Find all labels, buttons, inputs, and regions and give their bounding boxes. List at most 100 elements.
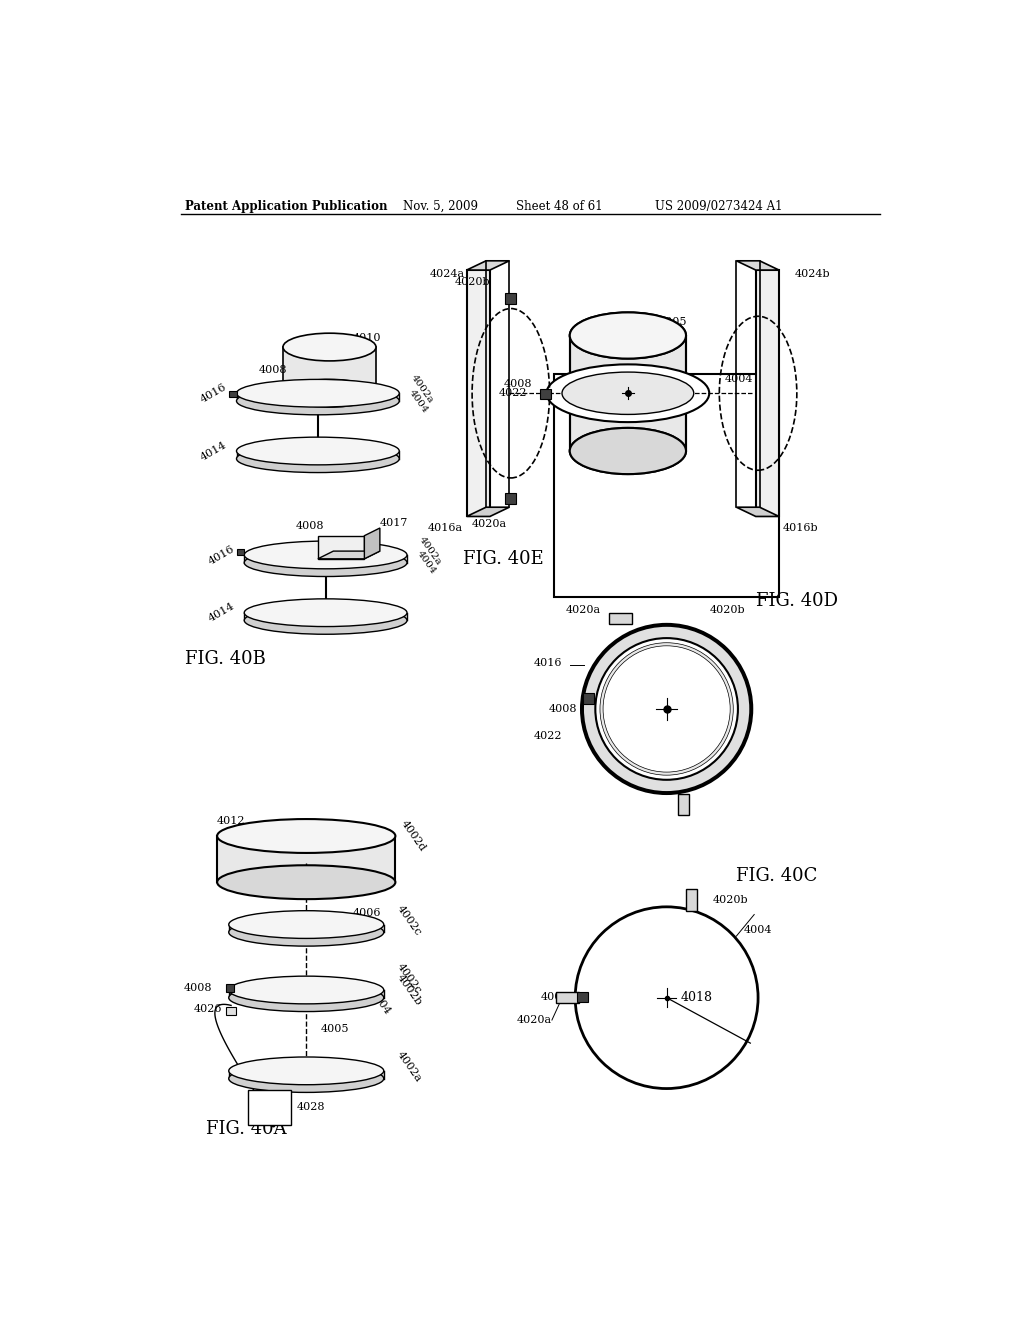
Polygon shape [467,261,509,271]
Polygon shape [237,393,399,401]
Text: 4018: 4018 [682,702,714,715]
Text: 4008: 4008 [296,521,325,532]
Text: 4002a: 4002a [395,1049,424,1084]
Text: 4020a: 4020a [472,519,507,529]
Text: 4014: 4014 [207,601,237,624]
Text: 4010: 4010 [247,824,275,833]
Text: 4008: 4008 [258,366,287,375]
Text: 4016: 4016 [534,657,562,668]
Text: 4020a: 4020a [565,606,601,615]
Ellipse shape [228,1065,384,1093]
Text: FIG. 40B: FIG. 40B [184,649,265,668]
Ellipse shape [217,818,395,853]
Ellipse shape [569,428,686,474]
Text: 4016: 4016 [207,544,237,566]
Text: 4008: 4008 [504,379,532,389]
Text: 4024b: 4024b [795,269,830,279]
Text: 4005: 4005 [321,1023,349,1034]
Text: 4017: 4017 [380,519,409,528]
Ellipse shape [569,313,686,359]
Polygon shape [237,451,399,459]
Polygon shape [467,507,509,516]
Polygon shape [467,271,489,516]
Polygon shape [228,1071,384,1078]
Ellipse shape [245,599,407,627]
Ellipse shape [283,379,376,407]
Ellipse shape [228,983,384,1011]
Text: 4008: 4008 [541,991,569,1002]
Ellipse shape [217,866,395,899]
Text: FIG. 40C: FIG. 40C [736,867,818,884]
Polygon shape [228,990,384,998]
Text: US 2009/0273424 A1: US 2009/0273424 A1 [655,199,782,213]
Circle shape [595,638,738,780]
Text: 4005: 4005 [658,317,687,326]
Bar [608,614,632,624]
Text: 4004: 4004 [725,375,754,384]
Text: FIG. 40A: FIG. 40A [206,1119,286,1138]
Bar [577,991,588,1002]
Text: 4020a: 4020a [517,1015,552,1026]
Bar [248,1090,291,1125]
Bar [583,693,594,704]
Text: 4010: 4010 [352,333,381,343]
Text: 4004: 4004 [744,925,773,935]
Text: 4002d: 4002d [399,818,428,854]
Polygon shape [736,507,779,516]
Text: 4004: 4004 [415,549,437,576]
Bar [228,391,237,397]
Text: 4024a: 4024a [430,269,465,279]
Text: 4026: 4026 [195,1005,222,1014]
Polygon shape [756,271,779,516]
Bar [541,388,551,400]
Text: 4020b: 4020b [710,606,744,615]
Text: 4022: 4022 [499,388,527,399]
Text: 4020b: 4020b [455,277,489,286]
Polygon shape [217,836,395,882]
Text: 4016: 4016 [199,381,228,405]
Text: 4028: 4028 [297,1102,326,1113]
Text: Nov. 5, 2009: Nov. 5, 2009 [403,199,478,213]
Text: 4020b: 4020b [713,895,748,906]
Text: 4002a: 4002a [410,374,435,405]
Text: 4002c: 4002c [395,961,424,995]
Bar [237,549,245,554]
Text: 4002c: 4002c [395,904,424,937]
Circle shape [600,643,733,775]
Text: 4008: 4008 [184,982,212,993]
Polygon shape [283,347,376,393]
Polygon shape [245,612,407,620]
Bar [686,890,697,911]
Bar [505,293,515,304]
Ellipse shape [569,428,686,474]
Polygon shape [228,924,384,932]
Ellipse shape [237,379,399,407]
Ellipse shape [237,445,399,473]
Text: 4012: 4012 [217,816,246,825]
Text: 4004: 4004 [407,388,430,414]
Text: 4018: 4018 [642,392,671,403]
Bar [226,983,234,991]
Polygon shape [569,335,686,451]
Text: 4016b: 4016b [783,523,818,533]
Polygon shape [365,528,380,558]
Bar [556,993,579,1003]
Text: 4002b: 4002b [395,973,424,1007]
Text: 4016a: 4016a [428,523,463,533]
Circle shape [583,626,751,792]
Circle shape [582,624,752,793]
Text: FIG. 40E: FIG. 40E [463,550,544,568]
Ellipse shape [228,919,384,946]
Ellipse shape [245,549,407,577]
Ellipse shape [569,313,686,359]
Bar [554,374,779,598]
Polygon shape [245,554,407,562]
Text: 4014: 4014 [199,440,228,462]
Ellipse shape [547,364,710,422]
Text: 4022: 4022 [534,731,562,741]
Polygon shape [736,261,779,271]
Ellipse shape [228,1057,384,1085]
Text: Patent Application Publication: Patent Application Publication [184,199,387,213]
Ellipse shape [237,437,399,465]
Circle shape [603,645,730,772]
